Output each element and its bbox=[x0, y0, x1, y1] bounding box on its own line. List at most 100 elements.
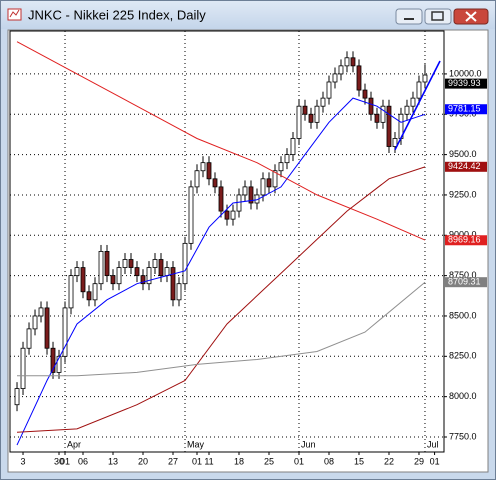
maximize-icon bbox=[431, 11, 444, 21]
y-tick-label: 8000.0 bbox=[449, 391, 477, 401]
y-tick-label: 7750.0 bbox=[449, 431, 477, 441]
candle-body bbox=[404, 105, 410, 115]
x-tick-label: 06 bbox=[78, 456, 88, 466]
y-tick-label: 9000.0 bbox=[449, 230, 477, 240]
candle-body bbox=[98, 251, 104, 285]
price-tag-label: 9424.42 bbox=[448, 161, 481, 171]
month-label: May bbox=[187, 439, 205, 449]
candle-body bbox=[140, 275, 146, 285]
window-title: JNKC - Nikkei 225 Index, Daily bbox=[28, 7, 206, 22]
app-icon-line bbox=[9, 9, 20, 18]
candle-body bbox=[386, 105, 392, 147]
candle-body bbox=[164, 267, 170, 277]
x-tick-label: 13 bbox=[108, 456, 118, 466]
y-tick-label: 8750.0 bbox=[449, 270, 477, 280]
x-tick-label: 22 bbox=[384, 456, 394, 466]
candle-body bbox=[422, 74, 428, 83]
candle-body bbox=[146, 267, 152, 285]
candle-body bbox=[356, 65, 362, 91]
candle-body bbox=[218, 186, 224, 212]
candle-body bbox=[38, 307, 44, 317]
candle-body bbox=[110, 275, 116, 285]
candle-body bbox=[230, 210, 236, 220]
candle-body bbox=[410, 97, 416, 107]
candle-body bbox=[134, 267, 140, 277]
x-tick-label: 01 bbox=[294, 456, 304, 466]
candle-body bbox=[326, 81, 332, 99]
x-tick-label: 3 bbox=[21, 456, 26, 466]
month-label: Apr bbox=[67, 439, 81, 449]
price-tag bbox=[445, 161, 487, 172]
x-tick-label: 15 bbox=[354, 456, 364, 466]
x-tick-label: 27 bbox=[168, 456, 178, 466]
candle-body bbox=[302, 105, 308, 115]
candle-body bbox=[44, 307, 50, 349]
price-tag-label: 9939.93 bbox=[448, 78, 481, 88]
candle-body bbox=[158, 259, 164, 277]
x-tick-label: 01 bbox=[60, 456, 70, 466]
candle-body bbox=[62, 307, 68, 357]
candle-body bbox=[122, 259, 128, 268]
candle-body bbox=[200, 162, 206, 172]
y-tick-label: 9500.0 bbox=[449, 149, 477, 159]
x-tick-label: 01 bbox=[192, 456, 202, 466]
candle-body bbox=[320, 97, 326, 107]
minimize-icon bbox=[404, 18, 414, 20]
candle-body bbox=[176, 283, 182, 301]
y-tick-label: 10000.0 bbox=[449, 68, 482, 78]
app-icon bbox=[7, 8, 22, 21]
candle-body bbox=[284, 154, 290, 164]
candle-body bbox=[224, 210, 230, 220]
candle-body bbox=[338, 65, 344, 75]
moving-average-line bbox=[16, 41, 426, 241]
candle-body bbox=[194, 170, 200, 188]
candle-body bbox=[116, 267, 122, 285]
y-tick-label: 9250.0 bbox=[449, 189, 477, 199]
candle-body bbox=[128, 259, 134, 268]
candle-body bbox=[266, 178, 272, 188]
candle-body bbox=[188, 186, 194, 244]
candle-body bbox=[248, 186, 254, 204]
x-tick-label: 18 bbox=[234, 456, 244, 466]
candle-body bbox=[92, 283, 98, 301]
candle-body bbox=[104, 251, 110, 277]
candle-body bbox=[170, 267, 176, 301]
moving-average-line bbox=[394, 60, 441, 151]
candle-body bbox=[14, 388, 20, 406]
x-tick-label: 25 bbox=[264, 456, 274, 466]
y-tick-label: 8500.0 bbox=[449, 310, 477, 320]
candle-body bbox=[314, 105, 320, 123]
x-tick-label: 11 bbox=[204, 456, 213, 466]
close-icon bbox=[465, 11, 477, 22]
x-tick-label: 01 bbox=[430, 456, 440, 466]
minimize-button[interactable] bbox=[395, 8, 423, 25]
moving-average-line bbox=[16, 166, 426, 433]
candle-body bbox=[236, 194, 242, 212]
candle-body bbox=[290, 138, 296, 156]
candle-body bbox=[350, 57, 356, 67]
x-tick-label: 08 bbox=[324, 456, 334, 466]
y-tick-label: 8250.0 bbox=[449, 351, 477, 361]
candle-body bbox=[344, 57, 350, 67]
candle-body bbox=[368, 97, 374, 115]
candle-body bbox=[80, 267, 86, 293]
candle-body bbox=[212, 178, 218, 188]
price-tag bbox=[445, 104, 487, 115]
candle-body bbox=[56, 355, 62, 373]
candle-body bbox=[152, 259, 158, 268]
candle-body bbox=[380, 105, 386, 123]
candle-body bbox=[392, 138, 398, 147]
candle-body bbox=[182, 242, 188, 285]
candle-body bbox=[272, 170, 278, 188]
price-tag-label: 8969.16 bbox=[448, 235, 481, 245]
candle-body bbox=[362, 89, 368, 99]
candle-body bbox=[260, 178, 266, 196]
moving-average-line bbox=[16, 97, 426, 446]
candle-body bbox=[74, 267, 80, 277]
price-tag-label: 8709.31 bbox=[448, 277, 481, 287]
candle-body bbox=[242, 186, 248, 196]
x-tick-label: 29 bbox=[414, 456, 424, 466]
candle-body bbox=[26, 328, 32, 349]
candle-body bbox=[416, 81, 422, 99]
